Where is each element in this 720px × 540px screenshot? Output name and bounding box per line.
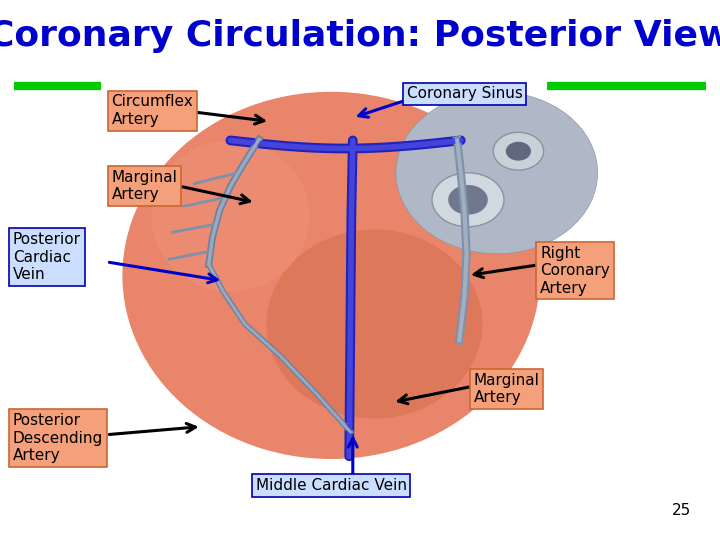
Ellipse shape	[448, 185, 488, 215]
Text: Marginal
Artery: Marginal Artery	[112, 170, 177, 202]
Text: Right
Coronary
Artery: Right Coronary Artery	[540, 246, 610, 295]
Ellipse shape	[266, 230, 482, 418]
Ellipse shape	[122, 92, 540, 459]
Text: Coronary Circulation: Posterior View: Coronary Circulation: Posterior View	[0, 19, 720, 53]
Ellipse shape	[396, 92, 598, 254]
Text: Circumflex
Artery: Circumflex Artery	[112, 94, 194, 127]
Text: Posterior
Descending
Artery: Posterior Descending Artery	[13, 413, 103, 463]
Ellipse shape	[505, 141, 531, 160]
Text: Posterior
Cardiac
Vein: Posterior Cardiac Vein	[13, 232, 81, 282]
Ellipse shape	[432, 173, 504, 227]
Text: Marginal
Artery: Marginal Artery	[474, 373, 539, 405]
Text: Coronary Sinus: Coronary Sinus	[407, 86, 523, 102]
Text: Middle Cardiac Vein: Middle Cardiac Vein	[256, 478, 407, 493]
Text: 25: 25	[672, 503, 691, 518]
Ellipse shape	[493, 132, 544, 170]
Ellipse shape	[151, 140, 310, 292]
